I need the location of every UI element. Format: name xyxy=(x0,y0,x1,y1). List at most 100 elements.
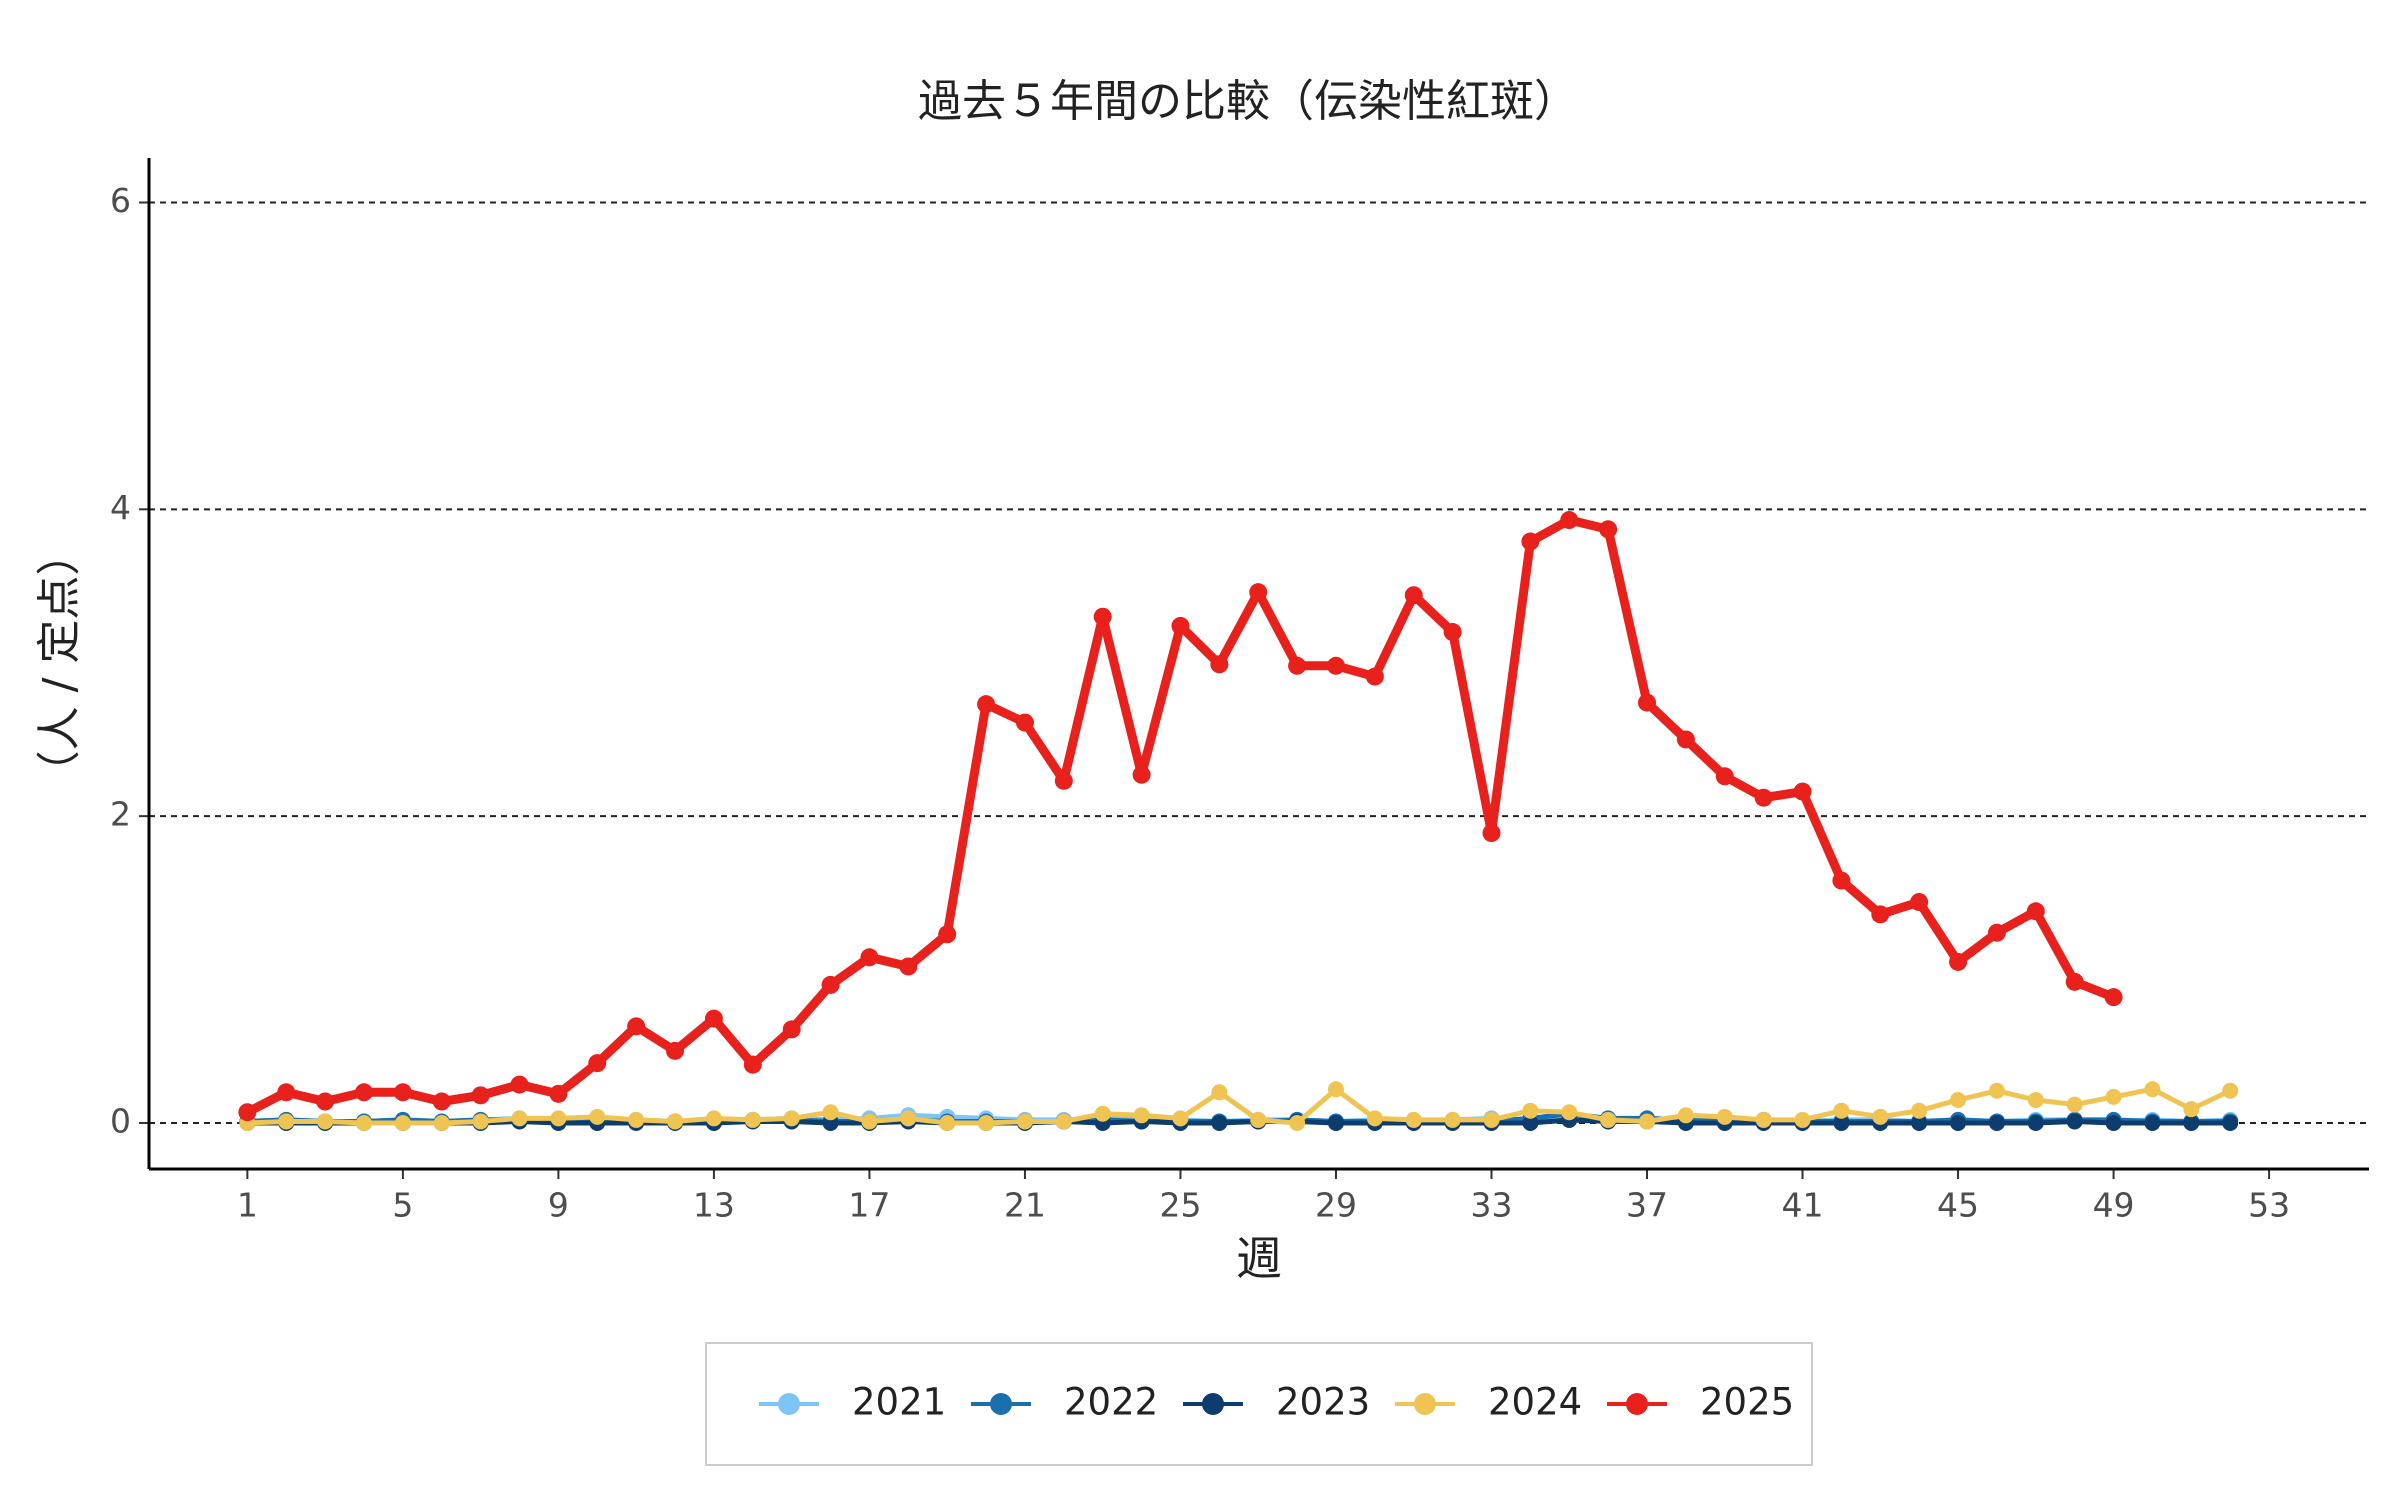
data-point xyxy=(783,1110,800,1127)
data-point xyxy=(1639,1113,1656,1130)
data-point xyxy=(549,1084,568,1103)
data-point xyxy=(1754,788,1773,807)
data-point xyxy=(1910,893,1929,912)
data-point xyxy=(704,1009,723,1028)
data-point xyxy=(588,1054,607,1073)
data-point xyxy=(1599,520,1618,539)
data-point xyxy=(1171,616,1190,635)
legend-label: 2025 xyxy=(1700,1381,1794,1424)
data-point xyxy=(511,1110,528,1127)
data-point xyxy=(355,1083,374,1102)
data-point xyxy=(278,1113,295,1130)
data-point xyxy=(782,1020,801,1039)
x-tick-label: 49 xyxy=(2093,1186,2135,1225)
data-point xyxy=(1522,1114,1539,1131)
x-tick-label: 13 xyxy=(693,1186,735,1225)
x-tick-label: 17 xyxy=(848,1186,890,1225)
x-tick-label: 45 xyxy=(1937,1186,1979,1225)
legend-marker xyxy=(1414,1393,1436,1415)
data-point xyxy=(2144,1114,2161,1131)
data-point xyxy=(1405,1111,1422,1128)
data-point xyxy=(1521,532,1540,551)
data-point xyxy=(1093,607,1112,626)
data-point xyxy=(1987,923,2006,942)
data-point xyxy=(2065,972,2084,991)
data-point xyxy=(550,1110,567,1127)
x-tick-label: 53 xyxy=(2248,1186,2290,1225)
legend-marker xyxy=(1626,1393,1648,1415)
data-point xyxy=(2144,1081,2161,1098)
data-point xyxy=(1016,1113,1033,1130)
data-point xyxy=(978,1114,995,1131)
x-tick-label: 41 xyxy=(1782,1186,1824,1225)
data-point xyxy=(1327,1081,1344,1098)
data-point xyxy=(2222,1114,2239,1131)
data-point xyxy=(1755,1111,1772,1128)
data-point xyxy=(1561,1104,1578,1121)
data-point xyxy=(2105,1114,2122,1131)
legend-label: 2024 xyxy=(1488,1381,1582,1424)
data-point xyxy=(1366,1110,1383,1127)
x-tick-label: 29 xyxy=(1315,1186,1357,1225)
data-point xyxy=(356,1114,373,1131)
data-point xyxy=(1289,1114,1306,1131)
data-point xyxy=(1404,586,1423,605)
data-point xyxy=(860,948,879,967)
data-point xyxy=(1677,1107,1694,1124)
data-point xyxy=(1911,1114,1928,1131)
y-tick-label: 0 xyxy=(110,1101,131,1140)
data-point xyxy=(1833,1102,1850,1119)
legend-label: 2021 xyxy=(852,1381,946,1424)
data-point xyxy=(1365,667,1384,686)
data-point xyxy=(2066,1096,2083,1113)
data-point xyxy=(1988,1082,2005,1099)
data-point xyxy=(1015,713,1034,732)
data-point xyxy=(2027,1091,2044,1108)
x-tick-label: 37 xyxy=(1626,1186,1668,1225)
series-line xyxy=(247,1117,2231,1126)
x-tick-label: 9 xyxy=(548,1186,569,1225)
data-point xyxy=(1716,1108,1733,1125)
data-point xyxy=(1911,1102,1928,1119)
data-point xyxy=(2183,1101,2200,1118)
x-tick-label: 21 xyxy=(1004,1186,1046,1225)
data-point xyxy=(628,1111,645,1128)
data-point xyxy=(1055,1113,1072,1130)
data-point xyxy=(589,1108,606,1125)
y-axis-label: （人 / 定点） xyxy=(34,532,85,795)
data-point xyxy=(977,695,996,714)
data-point xyxy=(1094,1105,1111,1122)
x-tick-label: 33 xyxy=(1470,1186,1512,1225)
data-point xyxy=(744,1111,761,1128)
y-tick-label: 4 xyxy=(110,488,131,527)
data-point xyxy=(1327,1114,1344,1131)
data-point xyxy=(939,1114,956,1131)
data-point xyxy=(471,1086,490,1105)
y-tick-label: 6 xyxy=(110,181,131,220)
data-point xyxy=(316,1092,335,1111)
data-point xyxy=(394,1114,411,1131)
data-point xyxy=(1872,1108,1889,1125)
data-point xyxy=(1210,655,1229,674)
data-point xyxy=(1444,1111,1461,1128)
x-tick-label: 5 xyxy=(392,1186,413,1225)
data-point xyxy=(2027,1114,2044,1131)
x-tick-label: 25 xyxy=(1159,1186,1201,1225)
data-point xyxy=(1794,1111,1811,1128)
legend-label: 2022 xyxy=(1064,1381,1158,1424)
data-point xyxy=(1833,1114,1850,1131)
data-point xyxy=(1988,1114,2005,1131)
data-point xyxy=(1211,1114,1228,1131)
data-point xyxy=(1054,771,1073,790)
y-tick-label: 2 xyxy=(110,795,131,834)
data-point xyxy=(1950,1114,1967,1131)
legend-marker xyxy=(990,1393,1012,1415)
data-point xyxy=(1288,656,1307,675)
data-point xyxy=(433,1114,450,1131)
data-point xyxy=(2104,988,2123,1007)
data-point xyxy=(899,957,918,976)
data-point xyxy=(822,1104,839,1121)
data-point xyxy=(1560,511,1579,530)
data-point xyxy=(238,1103,257,1122)
